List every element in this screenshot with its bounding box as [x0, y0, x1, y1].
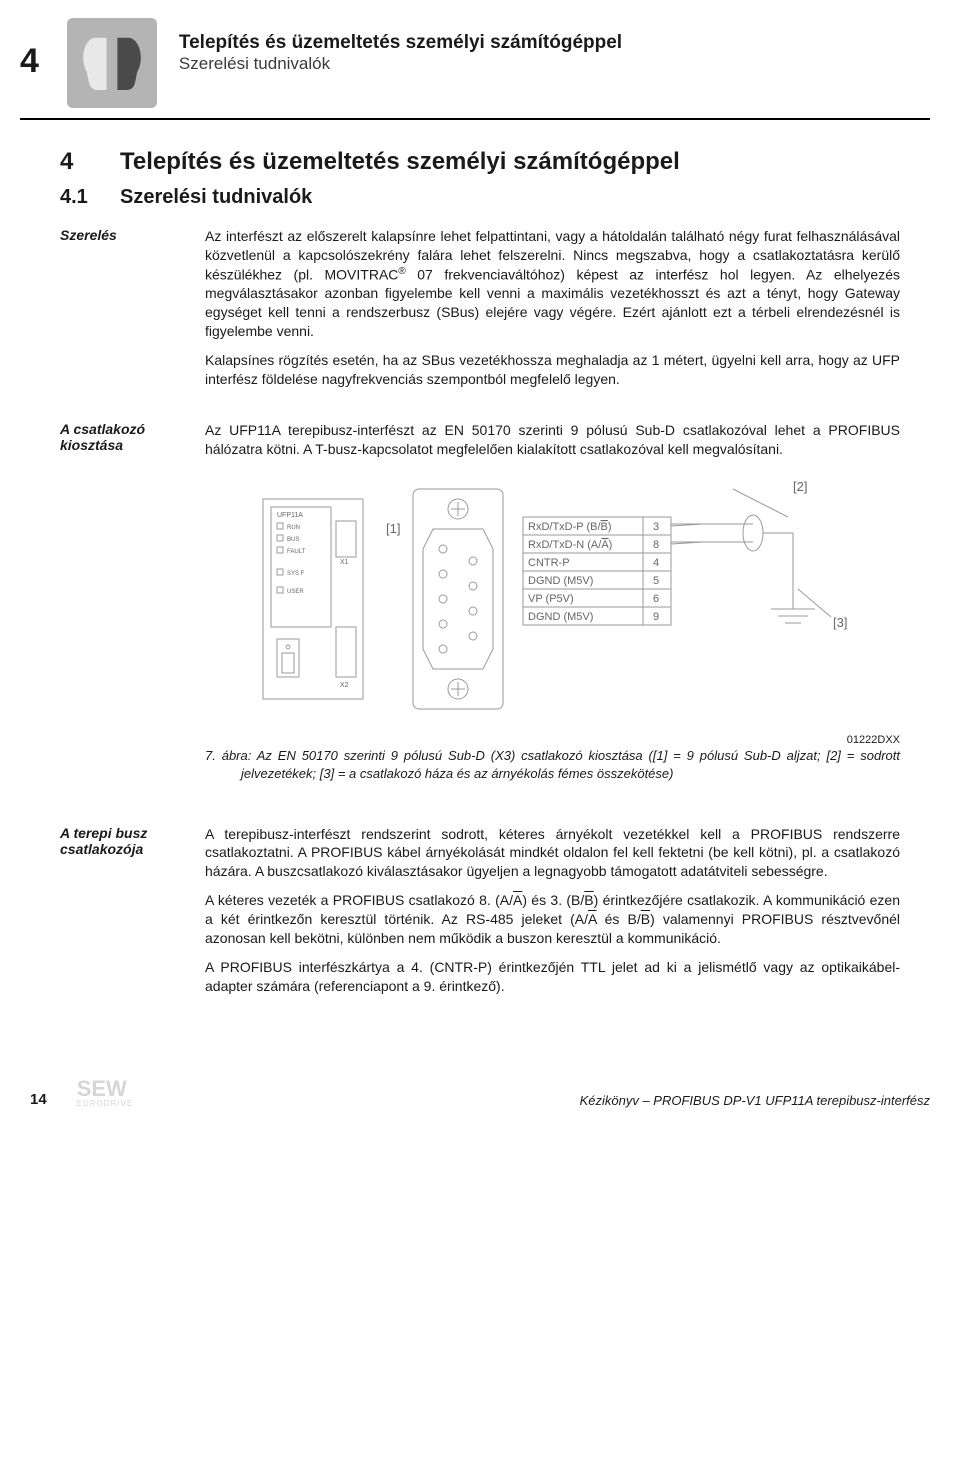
heading-1: 4 Telepítés és üzemeltetés személyi szám…	[60, 148, 900, 176]
svg-text:RxD/TxD-P (B/B): RxD/TxD-P (B/B)	[528, 521, 612, 533]
svg-text:4: 4	[653, 557, 659, 569]
svg-text:[2]: [2]	[793, 479, 807, 494]
chapter-number: 4	[20, 42, 39, 81]
body-szereles: Az interfészt az előszerelt kalapsínre l…	[205, 227, 900, 399]
svg-text:RxD/TxD-N (A/A): RxD/TxD-N (A/A)	[528, 539, 612, 551]
svg-text:[1]: [1]	[386, 521, 400, 536]
terepibusz-p3: A PROFIBUS interfészkártya a 4. (CNTR-P)…	[205, 958, 900, 996]
heading-2-text: Szerelési tudnivalók	[120, 186, 312, 209]
side-label-csatlakozo: A csatlakozó kiosztása	[60, 421, 205, 797]
svg-text:UFP11A: UFP11A	[277, 512, 303, 519]
heading-2: 4.1 Szerelési tudnivalók	[60, 186, 900, 209]
svg-text:9: 9	[653, 611, 659, 623]
heading-1-num: 4	[60, 148, 120, 176]
section-terepibusz: A terepi busz csatlakozója A terepibusz-…	[60, 825, 900, 1006]
figure-svg: UFP11A RUN BUS FAULT SYS F USER X1 X2	[233, 469, 873, 729]
section-szereles: Szerelés Az interfészt az előszerelt kal…	[60, 227, 900, 399]
side-label-szereles: Szerelés	[60, 227, 205, 399]
svg-text:DGND (M5V): DGND (M5V)	[528, 575, 593, 587]
svg-text:DGND (M5V): DGND (M5V)	[528, 611, 593, 623]
section-csatlakozo: A csatlakozó kiosztása Az UFP11A terepib…	[60, 421, 900, 797]
header-subtitle: Szerelési tudnivalók	[179, 54, 622, 74]
body-terepibusz: A terepibusz-interfészt rendszerint sodr…	[205, 825, 900, 1006]
content-area: 4 Telepítés és üzemeltetés személyi szám…	[0, 120, 960, 1006]
header-text: Telepítés és üzemeltetés személyi számít…	[179, 32, 622, 74]
svg-text:RUN: RUN	[287, 525, 300, 531]
page-footer: 14 SEW EURODRIVE Kézikönyv – PROFIBUS DP…	[0, 1076, 960, 1128]
csatlakozo-p1: Az UFP11A terepibusz-interfészt az EN 50…	[205, 421, 900, 459]
silhouette-icon	[67, 18, 157, 108]
page-header: 4 Telepítés és üzemeltetés személyi szám…	[0, 0, 960, 114]
szereles-p1: Az interfészt az előszerelt kalapsínre l…	[205, 227, 900, 341]
svg-text:8: 8	[653, 539, 659, 551]
figure-code: 01222DXX	[205, 733, 900, 748]
svg-text:X1: X1	[340, 559, 349, 566]
figure-caption: 7. ábra: Az EN 50170 szerinti 9 pólusú S…	[205, 747, 900, 782]
svg-text:VP (P5V): VP (P5V)	[528, 593, 574, 605]
svg-text:BUS: BUS	[287, 537, 299, 543]
svg-text:FAULT: FAULT	[287, 549, 306, 555]
terepibusz-p1: A terepibusz-interfészt rendszerint sodr…	[205, 825, 900, 882]
svg-text:5: 5	[653, 575, 659, 587]
svg-text:USER: USER	[287, 589, 304, 595]
svg-text:[3]: [3]	[833, 615, 847, 630]
body-csatlakozo: Az UFP11A terepibusz-interfészt az EN 50…	[205, 421, 900, 797]
footer-doc-title: Kézikönyv – PROFIBUS DP-V1 UFP11A terepi…	[580, 1093, 930, 1108]
szereles-p2: Kalapsínes rögzítés esetén, ha az SBus v…	[205, 351, 900, 389]
svg-text:CNTR-P: CNTR-P	[528, 557, 570, 569]
header-title: Telepítés és üzemeltetés személyi számít…	[179, 32, 622, 54]
svg-text:6: 6	[653, 593, 659, 605]
terepibusz-p2: A kéteres vezeték a PROFIBUS csatlakozó …	[205, 891, 900, 948]
svg-text:3: 3	[653, 521, 659, 533]
svg-text:SYS F: SYS F	[287, 571, 305, 577]
side-label-terepibusz: A terepi busz csatlakozója	[60, 825, 205, 1006]
heading-2-num: 4.1	[60, 186, 120, 209]
figure-7: UFP11A RUN BUS FAULT SYS F USER X1 X2	[205, 469, 900, 783]
svg-text:X2: X2	[340, 682, 349, 689]
heading-1-text: Telepítés és üzemeltetés személyi számít…	[120, 148, 680, 176]
footer-logo: SEW EURODRIVE	[77, 1076, 134, 1108]
page-number: 14	[30, 1091, 47, 1108]
